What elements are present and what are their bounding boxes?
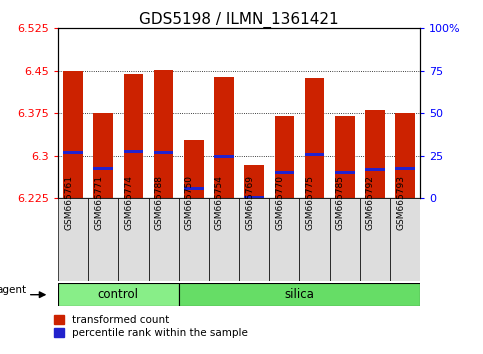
Bar — [93, 113, 113, 198]
Text: GSM665771: GSM665771 — [94, 175, 103, 230]
Text: GSM665788: GSM665788 — [155, 175, 164, 230]
Bar — [335, 171, 355, 174]
Text: control: control — [98, 288, 139, 301]
Bar — [58, 198, 88, 281]
Text: GSM665785: GSM665785 — [336, 175, 345, 230]
Bar — [118, 198, 149, 281]
Bar — [365, 110, 385, 198]
Bar — [88, 198, 118, 281]
Bar — [330, 198, 360, 281]
Bar — [58, 283, 179, 306]
Bar — [305, 78, 325, 198]
Text: GSM665792: GSM665792 — [366, 175, 375, 230]
Bar — [93, 167, 113, 170]
Bar — [209, 198, 239, 281]
Bar — [390, 198, 420, 281]
Bar — [299, 198, 330, 281]
Bar — [244, 165, 264, 198]
Bar — [124, 74, 143, 198]
Bar — [63, 72, 83, 198]
Bar — [179, 283, 420, 306]
Bar — [184, 140, 204, 198]
Bar — [214, 155, 234, 158]
Title: GDS5198 / ILMN_1361421: GDS5198 / ILMN_1361421 — [139, 12, 339, 28]
Text: GSM665770: GSM665770 — [275, 175, 284, 230]
Bar — [149, 198, 179, 281]
Text: GSM665754: GSM665754 — [215, 175, 224, 230]
Text: agent: agent — [0, 285, 26, 295]
Bar — [305, 153, 325, 156]
Bar — [335, 116, 355, 198]
Bar — [154, 70, 173, 198]
Bar — [395, 167, 415, 170]
Bar — [244, 195, 264, 199]
Bar — [365, 168, 385, 171]
Text: GSM665793: GSM665793 — [396, 175, 405, 230]
Bar — [239, 198, 270, 281]
Text: GSM665775: GSM665775 — [306, 175, 314, 230]
Bar — [184, 187, 204, 190]
Bar — [274, 171, 294, 174]
Text: GSM665761: GSM665761 — [64, 175, 73, 230]
Bar — [63, 152, 83, 154]
Text: GSM665774: GSM665774 — [125, 175, 133, 230]
Text: GSM665750: GSM665750 — [185, 175, 194, 230]
Bar — [395, 113, 415, 198]
Text: silica: silica — [284, 288, 314, 301]
Text: GSM665769: GSM665769 — [245, 175, 254, 230]
Bar — [179, 198, 209, 281]
Bar — [360, 198, 390, 281]
Bar — [124, 150, 143, 153]
Bar — [270, 198, 299, 281]
Bar — [154, 152, 173, 154]
Legend: transformed count, percentile rank within the sample: transformed count, percentile rank withi… — [54, 315, 248, 338]
Bar — [214, 77, 234, 198]
Bar — [274, 116, 294, 198]
